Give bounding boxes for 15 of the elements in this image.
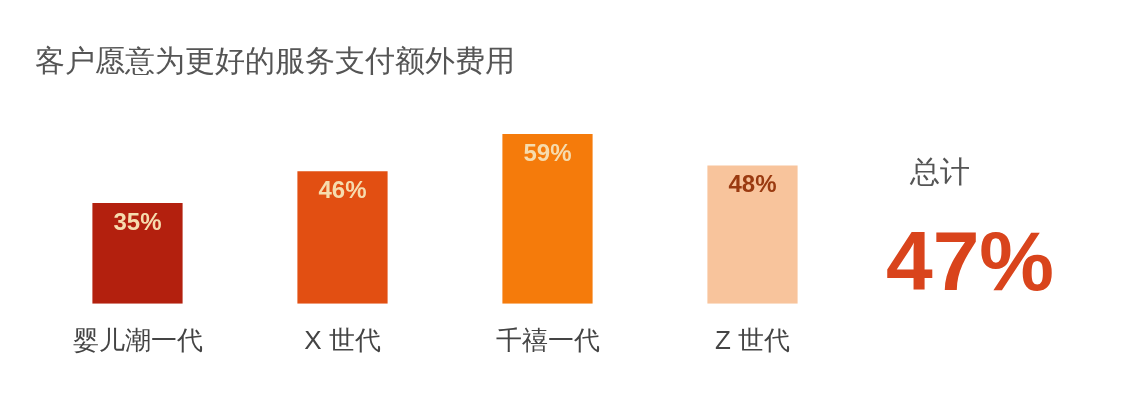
bar (707, 165, 798, 304)
x-tick-label: 千禧一代 (495, 324, 600, 355)
text: 总计 (909, 155, 970, 188)
data-label: 59% (523, 138, 572, 166)
chart-title: 客户愿意为更好的服务支付额外费用 (35, 44, 515, 78)
x-tick-label: X 世代 (304, 324, 381, 355)
x-tick-label: Z 世代 (714, 324, 791, 355)
data-label: 35% (113, 207, 162, 235)
x-tick-label: 婴儿潮一代 (72, 324, 203, 355)
bar (92, 203, 183, 304)
bar (502, 133, 593, 304)
data-label: 46% (318, 175, 367, 203)
text: 47% (885, 214, 1055, 308)
data-label: 48% (728, 170, 777, 198)
bar (297, 171, 388, 304)
